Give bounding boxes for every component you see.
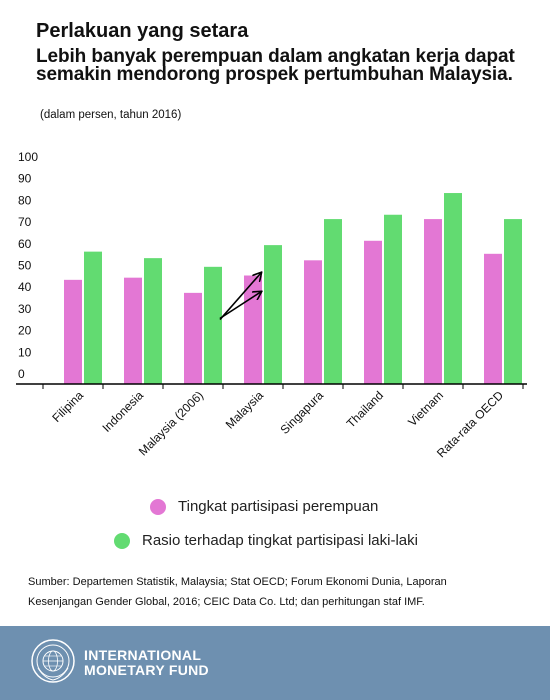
org-name-line-2: MONETARY FUND [84,662,209,678]
x-tick-label: Singapura [278,388,327,437]
source-note: Sumber: Departemen Statistik, Malaysia; … [28,572,528,612]
bar-female [124,277,142,384]
y-tick-label: 10 [18,345,32,359]
y-axis-ticks: 0 10 20 30 40 50 60 70 80 90 100 [18,150,38,381]
y-tick-label: 40 [18,280,32,294]
bar-female [304,260,322,384]
bar-female [424,219,442,384]
x-tick-label: Filipina [49,388,86,425]
x-tick-label: Vietnam [405,388,446,429]
org-name-line-1: INTERNATIONAL [84,647,202,663]
legend-label-ratio: Rasio terhadap tingkat partisipasi laki-… [142,532,418,549]
bar-ratio [444,193,462,384]
org-name: INTERNATIONAL MONETARY FUND [84,648,209,678]
bar-ratio [324,219,342,384]
y-tick-label: 80 [18,193,32,207]
bar-female [484,253,502,384]
bar-ratio [384,214,402,384]
y-tick-label: 30 [18,302,32,316]
y-tick-label: 20 [18,324,32,338]
y-tick-label: 100 [18,150,38,164]
legend-item-female: Tingkat partisipasi perempuan [150,498,378,515]
arrow-female [219,292,261,320]
footer-bar: INTERNATIONAL MONETARY FUND [0,626,550,700]
x-tick-label: Malaysia (2006) [136,388,206,458]
imf-seal-icon [31,639,75,683]
legend-swatch-ratio [114,532,130,549]
bar-ratio [144,258,162,384]
source-line-1: Sumber: Departemen Statistik, Malaysia; … [28,576,447,588]
x-axis [16,383,527,389]
x-tick-label: Indonesia [99,388,146,435]
y-tick-label: 0 [18,367,25,381]
x-tick-label: Thailand [344,388,386,430]
y-tick-label: 70 [18,215,32,229]
chart-subtitle: Lebih banyak perempuan dalam angkatan ke… [36,46,515,86]
bars-group [64,193,522,384]
bar-female [64,279,82,384]
bar-female [184,292,202,384]
y-tick-label: 50 [18,259,32,273]
bar-female [244,275,262,384]
y-tick-label: 90 [18,172,32,186]
arrow-ratio [219,273,261,321]
bar-ratio [204,266,222,384]
x-tick-label: Malaysia [223,388,267,432]
legend-item-ratio: Rasio terhadap tingkat partisipasi laki-… [114,532,418,549]
unit-note: (dalam persen, tahun 2016) [40,109,182,121]
bar-ratio [264,245,282,384]
source-line-2: Kesenjangan Gender Global, 2016; CEIC Da… [28,596,425,608]
bar-female [364,240,382,384]
annotation-arrows [219,273,261,321]
bar-ratio [504,219,522,384]
y-tick-label: 60 [18,237,32,251]
chart-title: Perlakuan yang setara [36,20,249,42]
bar-chart: 0 10 20 30 40 50 60 70 80 90 100 Filipina Indonesia… [16,150,527,460]
bar-ratio [84,251,102,384]
legend-label-female: Tingkat partisipasi perempuan [178,498,379,515]
legend-swatch-female [150,498,166,515]
